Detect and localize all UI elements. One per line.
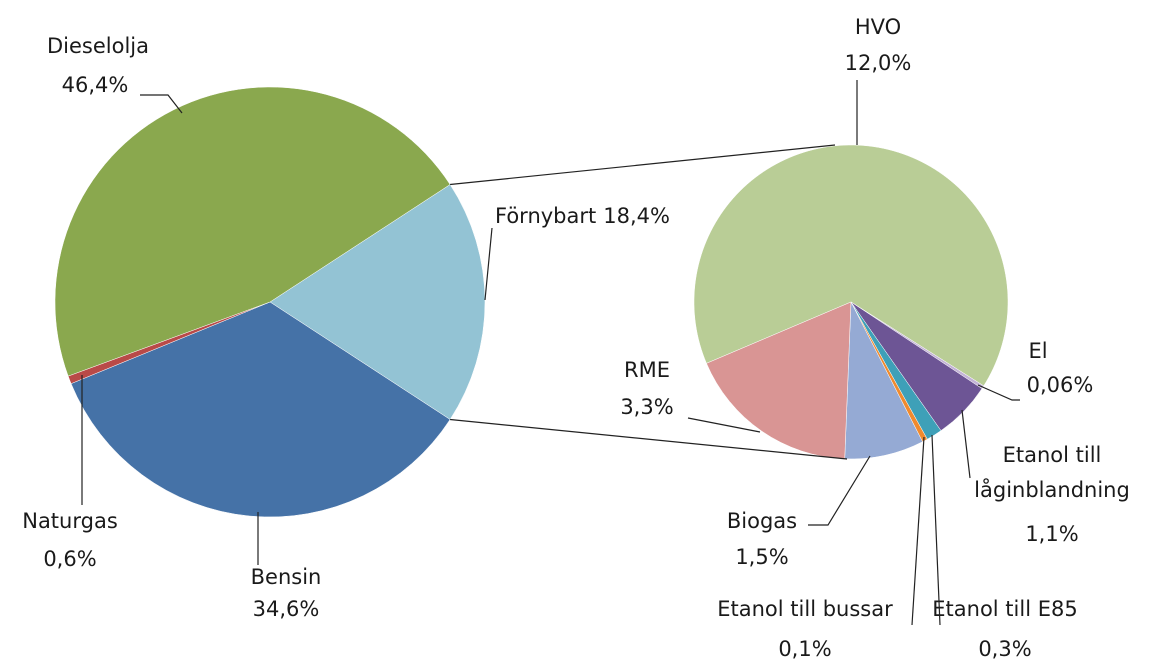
pie-slice [269,184,486,420]
leader-line [140,94,183,114]
value-label: 0,1% [778,637,831,661]
leader-line [977,384,1020,401]
pie-slice [70,301,451,518]
slice-label: HVO [855,15,901,39]
slice-label: El [1028,339,1047,363]
slice-label: Etanol till bussar [717,597,893,621]
slice-label: Dieselolja [47,34,149,58]
slice-label: Bensin [251,565,322,589]
leader-line [961,409,971,479]
value-label: 12,0% [845,51,912,75]
connector-line [450,144,836,186]
slice-label: Etanol till E85 [932,597,1077,621]
slice-label: Biogas [727,509,797,533]
slice-label: Naturgas [22,509,118,533]
value-label: 34,6% [253,597,320,621]
value-label: 18,4% [603,204,670,228]
connector-line [450,418,848,460]
leader-line [687,417,761,433]
slice-label: Etanol till låginblandning [974,443,1130,502]
slice-label: RME [624,358,670,382]
value-label: 3,3% [620,395,673,419]
value-label: 1,5% [735,545,788,569]
value-label: 0,06% [1027,373,1094,397]
leader-line [808,455,871,526]
leader-line [484,227,493,301]
leader-line [911,436,925,626]
leader-line [931,434,941,626]
value-label: 0,3% [978,637,1031,661]
value-label: 1,1% [1025,522,1078,546]
value-label: 0,6% [43,547,96,571]
slice-label: Förnybart [495,204,596,228]
pie-slice [693,144,1009,387]
value-label: 46,4% [62,73,129,97]
pie-slice [54,86,451,377]
